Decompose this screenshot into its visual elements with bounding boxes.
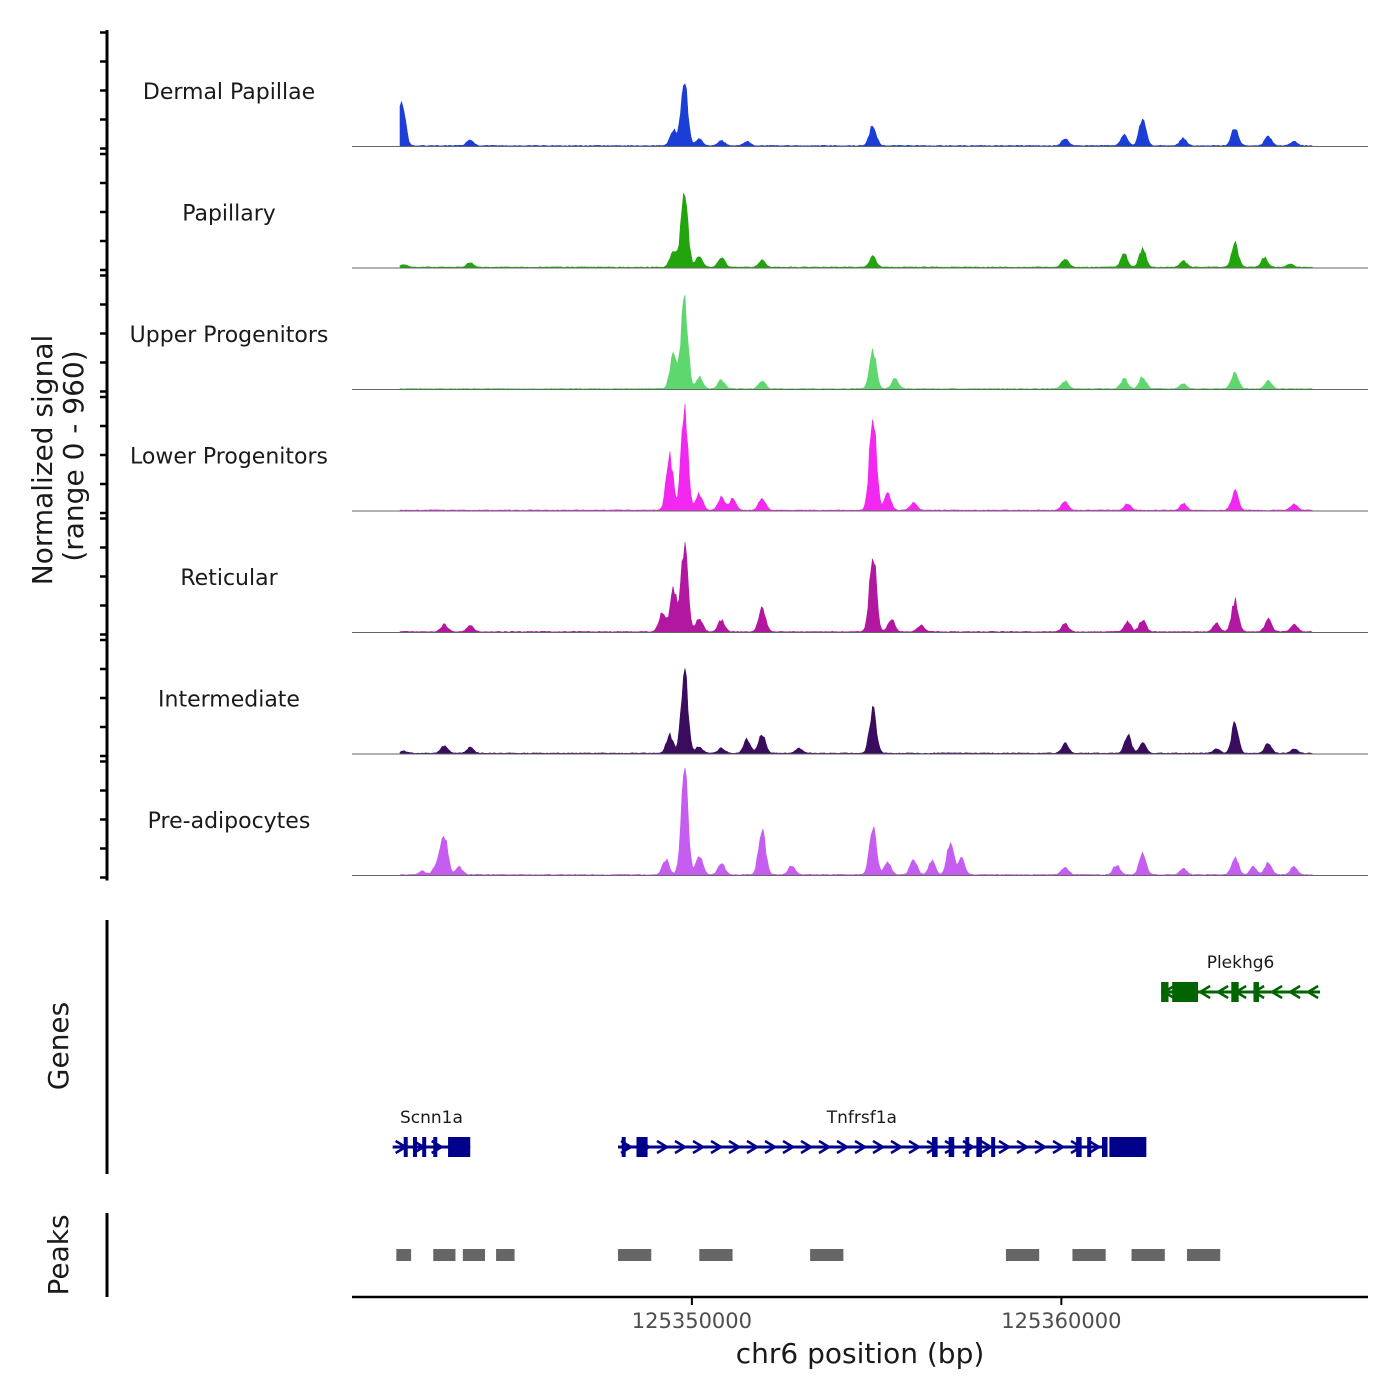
exon-block — [403, 1137, 408, 1157]
strand-arrow — [998, 1139, 1012, 1155]
track-label: Papillary — [182, 202, 276, 227]
peak-regions — [396, 1249, 1221, 1261]
peak-region — [1072, 1249, 1106, 1261]
strand-arrow — [710, 1139, 724, 1155]
strand-arrow — [908, 1139, 922, 1155]
peak-region — [396, 1249, 412, 1261]
exon-block — [1087, 1137, 1092, 1157]
gene-label: Tnfrsf1a — [826, 1108, 897, 1128]
track-label: Pre-adipocytes — [148, 809, 311, 834]
peak-region — [618, 1249, 652, 1261]
x-axis-ticks: 125350000 125360000 — [632, 1297, 1121, 1333]
gene-scnn1a: Scnn1a — [392, 1108, 471, 1157]
gene-annotations: Scnn1a Tnfrsf1a Plekhg6 — [392, 953, 1320, 1157]
strand-arrow — [782, 1139, 796, 1155]
gene-label: Scnn1a — [400, 1108, 463, 1128]
strand-arrow — [1034, 1139, 1048, 1155]
exon-block — [976, 1137, 982, 1157]
track-lower-progenitors: Lower Progenitors — [130, 403, 1368, 512]
strand-arrow — [746, 1139, 760, 1155]
signal-axis-title: Normalized signal — [26, 335, 59, 586]
peak-region — [1005, 1249, 1040, 1261]
strand-arrow — [980, 1139, 994, 1155]
strand-arrow — [1052, 1139, 1066, 1155]
coverage-area — [399, 668, 1314, 755]
signal-axis-range: (range 0 - 960) — [57, 350, 90, 561]
track-intermediate: Intermediate — [158, 668, 1368, 755]
exon-block — [991, 1137, 996, 1157]
exon-block — [1076, 1137, 1082, 1157]
track-label: Intermediate — [158, 688, 300, 713]
gene-label: Plekhg6 — [1207, 953, 1275, 973]
exon-block — [1172, 982, 1199, 1002]
strand-arrow — [656, 1139, 670, 1155]
track-label: Upper Progenitors — [130, 323, 329, 348]
track-label: Dermal Papillae — [143, 80, 315, 105]
strand-arrow — [1016, 1139, 1030, 1155]
strand-arrow — [1197, 984, 1211, 1000]
track-papillary: Papillary — [182, 192, 1368, 269]
coverage-area — [399, 403, 1314, 512]
x-tick-label: 125360000 — [1001, 1309, 1121, 1333]
signal-axis — [100, 30, 109, 881]
strand-arrow — [800, 1139, 814, 1155]
peaks-panel-title: Peaks — [42, 1214, 75, 1295]
strand-arrow — [1305, 984, 1319, 1000]
strand-arrow — [692, 1139, 706, 1155]
exon-block — [1161, 982, 1169, 1002]
strand-arrow — [728, 1139, 742, 1155]
coverage-area — [399, 542, 1314, 633]
exon-block — [1231, 982, 1239, 1002]
exon-block — [1109, 1137, 1147, 1157]
coverage-area — [399, 294, 1314, 390]
x-axis-title: chr6 position (bp) — [736, 1337, 985, 1370]
exon-block — [1101, 1137, 1108, 1157]
track-label: Lower Progenitors — [130, 445, 328, 470]
exon-block — [448, 1137, 471, 1157]
peak-region — [496, 1249, 515, 1261]
strand-arrow — [1215, 984, 1229, 1000]
strand-arrow — [944, 1139, 958, 1155]
exon-block — [948, 1137, 955, 1157]
peak-region — [1131, 1249, 1165, 1261]
peak-region — [433, 1249, 456, 1261]
track-dermal-papillae: Dermal Papillae — [143, 80, 1368, 147]
peak-region — [462, 1249, 486, 1261]
track-pre-adipocytes: Pre-adipocytes — [148, 767, 1368, 876]
strand-arrow — [1287, 984, 1301, 1000]
x-tick-label: 125350000 — [632, 1309, 752, 1333]
strand-arrow — [674, 1139, 688, 1155]
strand-arrow — [854, 1139, 868, 1155]
gene-plekhg6: Plekhg6 — [1161, 953, 1320, 1002]
strand-arrow — [836, 1139, 850, 1155]
peak-region — [1186, 1249, 1221, 1261]
coverage-area — [399, 192, 1314, 269]
strand-arrow — [764, 1139, 778, 1155]
coverage-area — [399, 83, 1314, 147]
exon-block — [433, 1137, 438, 1157]
track-reticular: Reticular — [180, 542, 1368, 633]
track-label: Reticular — [180, 566, 278, 591]
strand-arrow — [872, 1139, 886, 1155]
strand-arrow — [818, 1139, 832, 1155]
exon-block — [1253, 982, 1260, 1002]
gene-tnfrsf1a: Tnfrsf1a — [618, 1108, 1147, 1157]
exon-block — [932, 1137, 938, 1157]
exon-block — [422, 1137, 427, 1157]
genes-panel-title: Genes — [42, 1002, 75, 1090]
track-upper-progenitors: Upper Progenitors — [130, 294, 1368, 390]
exon-block — [412, 1137, 417, 1157]
exon-block — [965, 1137, 970, 1157]
strand-arrow — [1088, 1139, 1102, 1155]
coverage-area — [399, 767, 1314, 876]
coverage-tracks: Dermal Papillae Papillary Upper Progenitor… — [130, 80, 1368, 876]
strand-arrow — [1269, 984, 1283, 1000]
strand-arrow — [890, 1139, 904, 1155]
peak-region — [810, 1249, 844, 1261]
peak-region — [699, 1249, 733, 1261]
exon-block — [636, 1137, 648, 1157]
exon-block — [621, 1137, 626, 1157]
